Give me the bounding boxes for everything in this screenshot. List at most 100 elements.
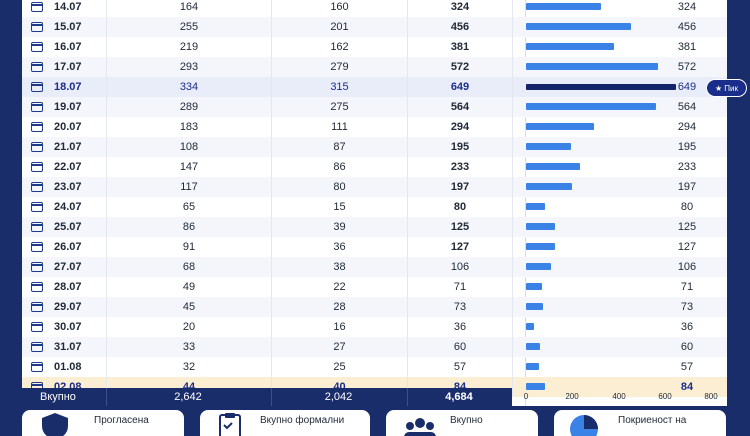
table-row: 26.07 91 36 127 127: [22, 237, 727, 257]
peak-label: Пик: [724, 83, 738, 93]
count-b-cell: 36: [271, 237, 407, 257]
calendar-icon: [31, 137, 45, 157]
chart-bar: [526, 303, 543, 310]
table-row: 29.07 45 28 73 73: [22, 297, 727, 317]
pie-icon: [570, 415, 598, 436]
value-label: 233: [677, 161, 697, 173]
total-cell: 73: [407, 297, 513, 317]
count-a-cell: 164: [106, 0, 271, 17]
chart-axis-line: [525, 0, 526, 406]
x-tick: 0: [523, 392, 529, 401]
date-cell: 15.07: [54, 21, 82, 33]
x-tick: 400: [612, 392, 626, 401]
count-b-cell: 28: [271, 297, 407, 317]
count-a-cell: 33: [106, 337, 271, 357]
count-b-cell: 201: [271, 17, 407, 37]
date-cell: 16.07: [54, 41, 82, 53]
total-cell: 324: [407, 0, 513, 17]
total-cell: 456: [407, 17, 513, 37]
table-row: 17.07 293 279 572 572: [22, 57, 727, 77]
card-total: Вкупно: [386, 410, 538, 436]
total-cell: 197: [407, 177, 513, 197]
total-cell: 36: [407, 317, 513, 337]
value-label: 564: [677, 101, 697, 113]
date-cell: 27.07: [54, 261, 82, 273]
table-row: 27.07 68 38 106 106: [22, 257, 727, 277]
chart-bar: [526, 383, 545, 390]
table-row: 24.07 65 15 80 80: [22, 197, 727, 217]
totals-label: Вкупно: [40, 391, 76, 403]
value-label: 60: [680, 341, 694, 353]
calendar-icon: [31, 237, 45, 257]
chart-bar: [526, 163, 580, 170]
calendar-icon: [31, 157, 45, 177]
x-tick: 800: [704, 392, 718, 401]
value-label: 125: [677, 221, 697, 233]
count-b-cell: 25: [271, 357, 407, 377]
chart-bar: [526, 43, 614, 50]
value-label: 381: [677, 41, 697, 53]
card-formal: Вкупно формални: [200, 410, 370, 436]
value-label: 127: [677, 241, 697, 253]
card-declared: Прогласена: [22, 410, 184, 436]
totals-b: 2,042: [324, 391, 353, 403]
chart-bar: [526, 323, 534, 330]
table-row: 01.08 32 25 57 57: [22, 357, 727, 377]
peak-badge: ★ Пик: [707, 80, 746, 96]
value-label: 73: [680, 301, 694, 313]
count-b-cell: 315: [271, 77, 407, 97]
value-label: 195: [677, 141, 697, 153]
count-a-cell: 255: [106, 17, 271, 37]
count-a-cell: 68: [106, 257, 271, 277]
count-b-cell: 111: [271, 117, 407, 137]
star-icon: ★: [715, 83, 723, 93]
calendar-icon: [31, 257, 45, 277]
calendar-icon: [31, 357, 45, 377]
card-label: Вкупно: [450, 415, 483, 426]
value-label: 84: [680, 381, 694, 393]
count-b-cell: 279: [271, 57, 407, 77]
date-cell: 01.08: [54, 361, 82, 373]
calendar-icon: [31, 77, 45, 97]
calendar-icon: [31, 97, 45, 117]
count-a-cell: 147: [106, 157, 271, 177]
table-row: 20.07 183 111 294 294: [22, 117, 727, 137]
count-b-cell: 160: [271, 0, 407, 17]
table-row: 18.07 334 315 649 649: [22, 77, 727, 97]
value-label: 80: [680, 201, 694, 213]
count-a-cell: 219: [106, 37, 271, 57]
table-row: 19.07 289 275 564 564: [22, 97, 727, 117]
table-row: 22.07 147 86 233 233: [22, 157, 727, 177]
total-cell: 106: [407, 257, 513, 277]
value-label: 71: [680, 281, 694, 293]
count-b-cell: 38: [271, 257, 407, 277]
chart-bar: [526, 343, 540, 350]
chart-bar: [526, 143, 571, 150]
count-b-cell: 16: [271, 317, 407, 337]
value-label: 324: [677, 1, 697, 13]
calendar-icon: [31, 0, 45, 17]
date-cell: 19.07: [54, 101, 82, 113]
count-b-cell: 27: [271, 337, 407, 357]
total-cell: 71: [407, 277, 513, 297]
people-icon: [404, 418, 436, 436]
totals-total: 4,684: [445, 391, 473, 403]
date-cell: 22.07: [54, 161, 82, 173]
shield-icon: [42, 413, 68, 436]
date-cell: 17.07: [54, 61, 82, 73]
total-cell: 80: [407, 197, 513, 217]
date-cell: 26.07: [54, 241, 82, 253]
total-cell: 127: [407, 237, 513, 257]
value-label: 456: [677, 21, 697, 33]
table-row: 23.07 117 80 197 197: [22, 177, 727, 197]
date-cell: 14.07: [54, 1, 82, 13]
calendar-icon: [31, 337, 45, 357]
date-cell: 18.07: [54, 81, 82, 93]
count-b-cell: 275: [271, 97, 407, 117]
chart-bar: [526, 23, 631, 30]
value-label: 294: [677, 121, 697, 133]
total-cell: 195: [407, 137, 513, 157]
x-tick: 200: [565, 392, 579, 401]
count-b-cell: 22: [271, 277, 407, 297]
date-cell: 30.07: [54, 321, 82, 333]
